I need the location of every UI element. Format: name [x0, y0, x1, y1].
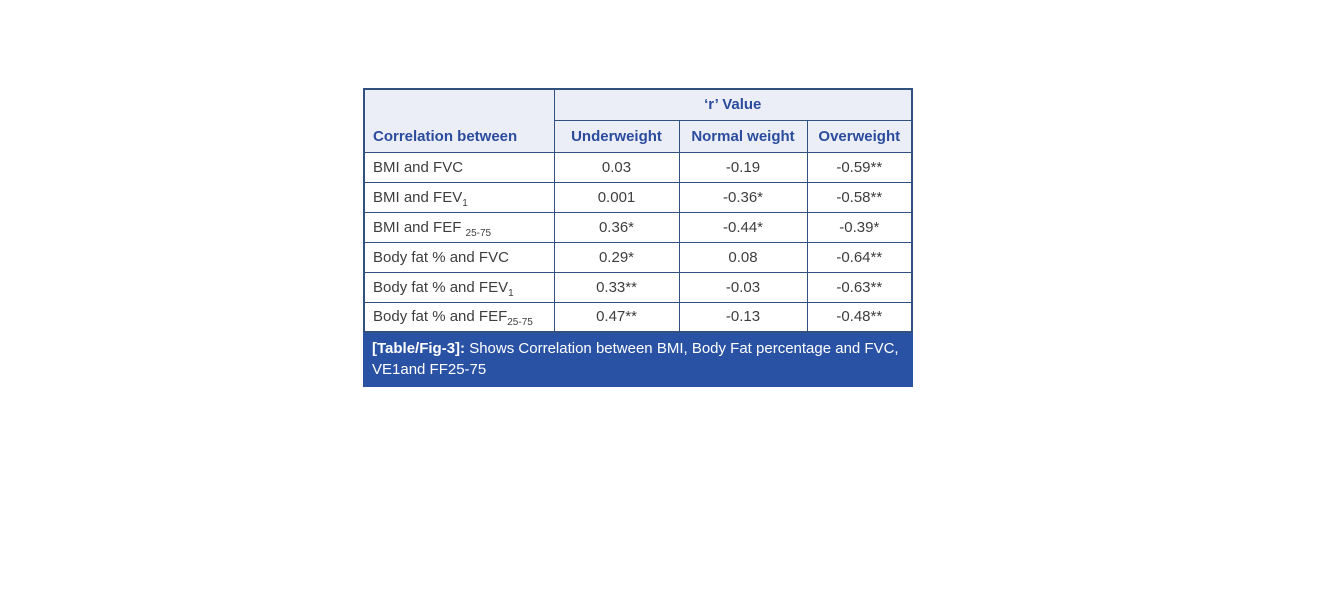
cell-value: -0.44* [678, 211, 808, 243]
row-label-subscript: 1 [462, 197, 468, 209]
cell-value: 0.47** [553, 301, 680, 333]
cell-value: 0.29* [553, 241, 680, 273]
row-label-text: BMI and FEF [373, 218, 466, 236]
cell-value: -0.36* [678, 181, 808, 213]
table-row: BMI and FEV1 0.001 -0.36* -0.58** [363, 181, 913, 213]
table-row: Body fat % and FVC 0.29* 0.08 -0.64** [363, 241, 913, 273]
cell-value: 0.001 [553, 181, 680, 213]
cell-value: -0.58** [806, 181, 913, 213]
cell-value: -0.63** [806, 271, 913, 303]
cell-value: 0.03 [553, 151, 680, 183]
row-label-subscript: 1 [508, 287, 514, 299]
table-row: Body fat % and FEV1 0.33** -0.03 -0.63** [363, 271, 913, 303]
table-row: BMI and FVC 0.03 -0.19 -0.59** [363, 151, 913, 183]
row-label-text: BMI and FVC [373, 158, 464, 176]
cell-value: -0.39* [806, 211, 913, 243]
row-label-text: Body fat % and FVC [373, 248, 509, 266]
header-normal-weight: Normal weight [678, 119, 808, 153]
row-label: BMI and FEF 25-75 [363, 211, 555, 243]
row-label: BMI and FVC [363, 151, 555, 183]
row-label-text: BMI and FEV [373, 188, 463, 206]
cell-value: 0.36* [553, 211, 680, 243]
row-label-subscript: 25-75 [465, 227, 492, 239]
header-correlation-between: Correlation between [363, 88, 555, 153]
header-r-value: ‘r’ Value [553, 88, 913, 121]
row-label-text: Body fat % and FEV [373, 278, 509, 296]
row-label: BMI and FEV1 [363, 181, 555, 213]
cell-value: -0.59** [806, 151, 913, 183]
cell-value: -0.03 [678, 271, 808, 303]
row-label-text: Body fat % and FEF [373, 308, 508, 326]
cell-value: -0.64** [806, 241, 913, 273]
table-row: Body fat % and FEF25-75 0.47** -0.13 -0.… [363, 301, 913, 333]
column-header-row: Underweight Normal weight Overweight [364, 119, 913, 153]
row-label: Body fat % and FEV1 [363, 271, 555, 303]
cell-value: -0.48** [806, 301, 913, 333]
row-label: Body fat % and FEF25-75 [363, 301, 555, 333]
correlation-table: Correlation between ‘r’ Value Underweigh… [363, 88, 914, 333]
row-label-subscript: 25-75 [507, 317, 533, 329]
cell-value: -0.19 [678, 151, 808, 183]
cell-value: 0.08 [678, 241, 808, 273]
header-underweight: Underweight [553, 119, 680, 153]
table-row: BMI and FEF 25-75 0.36* -0.44* -0.39* [363, 211, 913, 243]
caption-text: Shows Correlation between BMI, Body Fat … [372, 340, 899, 378]
row-label: Body fat % and FVC [363, 241, 555, 273]
cell-value: 0.33** [553, 271, 680, 303]
table-caption: [Table/Fig-3]: Shows Correlation between… [363, 333, 913, 387]
group-header-row: Correlation between ‘r’ Value [363, 88, 913, 153]
table-figure: Correlation between ‘r’ Value Underweigh… [363, 88, 914, 387]
cell-value: -0.13 [678, 301, 808, 333]
header-overweight: Overweight [806, 119, 913, 153]
caption-figure-label: [Table/Fig-3]: [372, 340, 466, 357]
